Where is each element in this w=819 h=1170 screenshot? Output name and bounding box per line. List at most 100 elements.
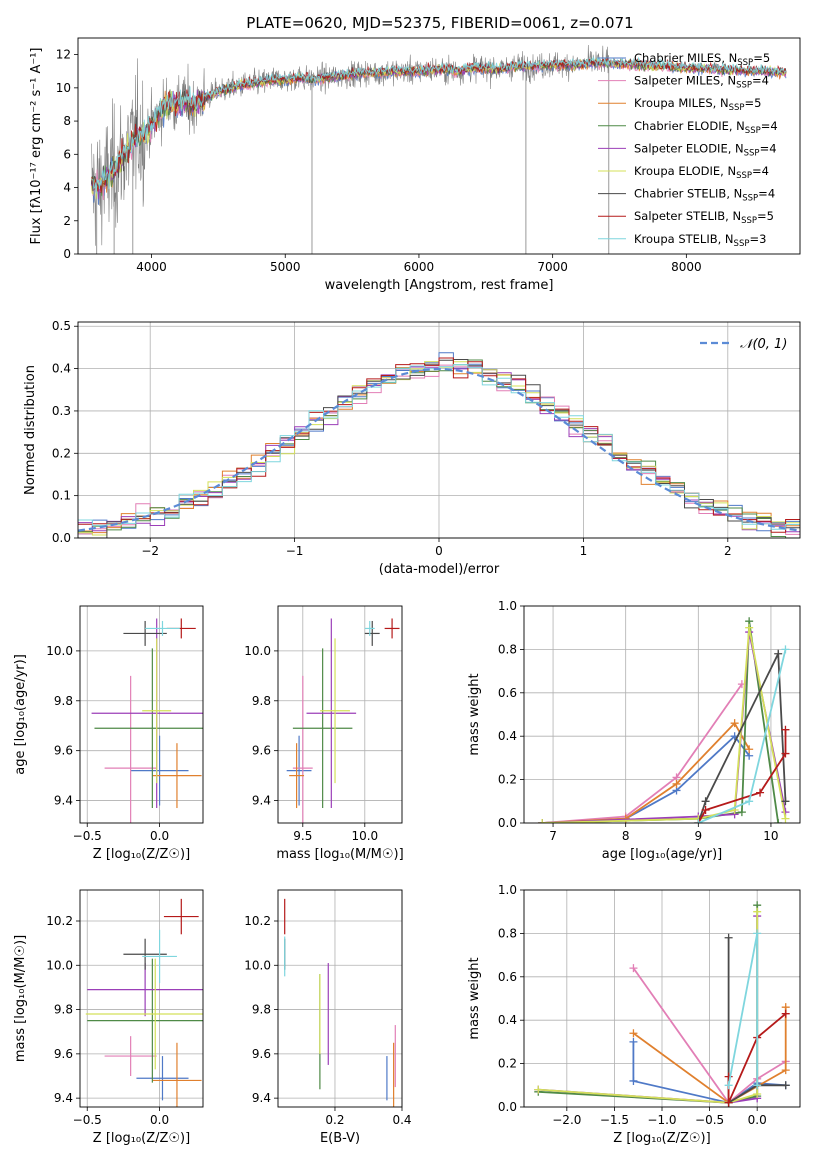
x-tick-label: 0 <box>435 544 443 558</box>
y-axis-label: mass weight <box>467 957 482 1039</box>
weight-marker <box>781 814 790 823</box>
y-tick-label: 9.8 <box>252 1003 271 1017</box>
weight-marker <box>781 725 790 734</box>
x-axis-label: age [log₁₀(age/yr)] <box>602 847 723 862</box>
spectrum-panel: 4000 5000 6000 7000 8000 0 2 4 6 8 10 12 wavelength … <box>29 37 801 293</box>
x-tick-label: 0.0 <box>150 829 169 843</box>
x-tick-label: −2 <box>141 544 159 558</box>
y-tick-label: 8 <box>63 114 71 128</box>
residual-histogram-8 <box>78 357 800 533</box>
legend-model-name: Chabrier ELODIE <box>634 119 729 133</box>
x-tick-label: 8 <box>622 829 630 843</box>
reference-legend-label: 𝒩(0, 1) <box>740 337 787 352</box>
legend-equals: = <box>749 232 759 246</box>
y-tick-label: 10.0 <box>244 644 271 658</box>
y-tick-label: 0.8 <box>498 642 517 656</box>
y-tick-label: 10.2 <box>46 914 73 928</box>
y-axis-label: Normed distribution <box>23 365 38 495</box>
weight-marker <box>774 819 783 823</box>
weight-marker <box>724 1081 733 1090</box>
y-tick-label: 0.5 <box>52 319 71 333</box>
x-tick-label: −1.5 <box>600 1113 629 1127</box>
weight-marker <box>701 805 710 814</box>
axes-frame: −0.5 0.0 9.4 9.6 9.8 10.0 Z [log₁₀(Z/Z☉)] age [… <box>13 605 204 862</box>
legend-ssp-subscript: SSP <box>742 194 758 204</box>
legend-ssp-subscript: SSP <box>729 103 745 113</box>
y-axis-label: Flux [fλ10⁻¹⁷ erg cm⁻² s⁻¹ A⁻¹] <box>29 48 44 245</box>
x-axis-label: Z [log₁₀(Z/Z☉)] <box>93 847 190 862</box>
normal-reference-curve <box>78 367 800 532</box>
y-tick-label: 12 <box>56 48 71 62</box>
y-tick-label: 1.0 <box>498 883 517 897</box>
legend-n-label: , N <box>720 74 736 88</box>
plot-area <box>284 898 396 1107</box>
legend-equals: = <box>761 119 771 133</box>
legend-n-label: , N <box>725 209 741 223</box>
y-tick-label: 10.0 <box>46 644 73 658</box>
y-tick-label: 0.2 <box>498 773 517 787</box>
grid <box>80 606 203 823</box>
axes-frame: −0.5 0.0 9.4 9.6 9.8 10.0 10.2 Z [log₁₀(Z/Z☉)] m… <box>13 889 204 1146</box>
x-tick-label: 2 <box>724 544 732 558</box>
legend-n-label: , N <box>713 96 729 110</box>
legend-nssp-value: 4 <box>762 74 769 88</box>
weight-marker <box>756 788 765 797</box>
weight-marker <box>774 649 783 658</box>
weight-marker <box>745 623 754 632</box>
x-tick-label: 0.2 <box>325 1113 344 1127</box>
weight-marker <box>781 1009 790 1018</box>
y-tick-label: 0.4 <box>498 1013 517 1027</box>
x-axis-label: wavelength [Angstrom, rest frame] <box>325 278 554 293</box>
axes-frame: −2 −1 0 1 2 0.0 0.1 0.2 0.3 0.4 0.5 (data-model)/er… <box>23 319 801 577</box>
legend-n-label: , N <box>728 141 744 155</box>
x-tick-label: 9.5 <box>293 829 312 843</box>
weight-marker <box>538 819 547 823</box>
x-tick-label: 10 <box>763 829 778 843</box>
x-tick-label: 9 <box>694 829 702 843</box>
legend-equals: = <box>753 51 763 65</box>
x-tick-label: 0.0 <box>748 1113 767 1127</box>
legend-ssp-subscript: SSP <box>745 126 761 136</box>
axes-border <box>77 321 801 539</box>
legend-ssp-subscript: SSP <box>741 216 757 226</box>
legend-entry: Salpeter STELIB, NSSP=5 <box>634 209 774 226</box>
y-tick-label: 0.6 <box>498 686 517 700</box>
plot-area <box>534 901 790 1107</box>
y-axis-label: age [log₁₀(age/yr)] <box>13 654 28 775</box>
y-tick-label: 9.6 <box>252 744 271 758</box>
axes-border <box>277 605 403 824</box>
y-axis-label: mass [log₁₀(M/M☉)] <box>13 935 28 1062</box>
legend-entry: Salpeter ELODIE, NSSP=4 <box>634 141 777 158</box>
y-axis-label: mass weight <box>467 673 482 755</box>
weight-marker <box>737 808 746 817</box>
x-tick-label: −0.5 <box>695 1113 724 1127</box>
x-tick-label: −0.5 <box>73 1113 102 1127</box>
y-tick-label: 1.0 <box>498 599 517 613</box>
y-tick-label: 9.8 <box>54 1003 73 1017</box>
weight-line-5 <box>538 916 759 1104</box>
legend-nssp-value: 3 <box>759 232 766 246</box>
y-tick-label: 10.0 <box>244 958 271 972</box>
legend-nssp-value: 5 <box>754 96 761 110</box>
weight-marker <box>534 1085 543 1094</box>
x-tick-label: −1 <box>286 544 304 558</box>
legend-equals: = <box>744 96 754 110</box>
plot-area <box>91 618 203 823</box>
legend-n-label: , N <box>726 187 742 201</box>
x-axis-label: (data-model)/error <box>379 562 500 577</box>
figure-title: PLATE=0620, MJD=52375, FIBERID=0061, z=0… <box>246 14 633 32</box>
grid <box>80 890 203 1107</box>
weight-marker <box>629 1076 638 1085</box>
residuals-panel: −2 −1 0 1 2 0.0 0.1 0.2 0.3 0.4 0.5 (data-model)/er… <box>23 319 801 577</box>
plot-area <box>90 44 787 254</box>
legend-nssp-value: 4 <box>769 141 776 155</box>
y-tick-label: 0.4 <box>52 362 71 376</box>
legend-ssp-subscript: SSP <box>744 148 760 158</box>
x-tick-label: 8000 <box>671 260 702 274</box>
weight-marker <box>694 819 703 823</box>
legend-nssp-value: 4 <box>762 164 769 178</box>
y-tick-label: 9.6 <box>54 1047 73 1061</box>
legend-n-label: , N <box>720 164 736 178</box>
weight-line-6 <box>538 911 759 1104</box>
legend-ssp-subscript: SSP <box>734 239 750 249</box>
